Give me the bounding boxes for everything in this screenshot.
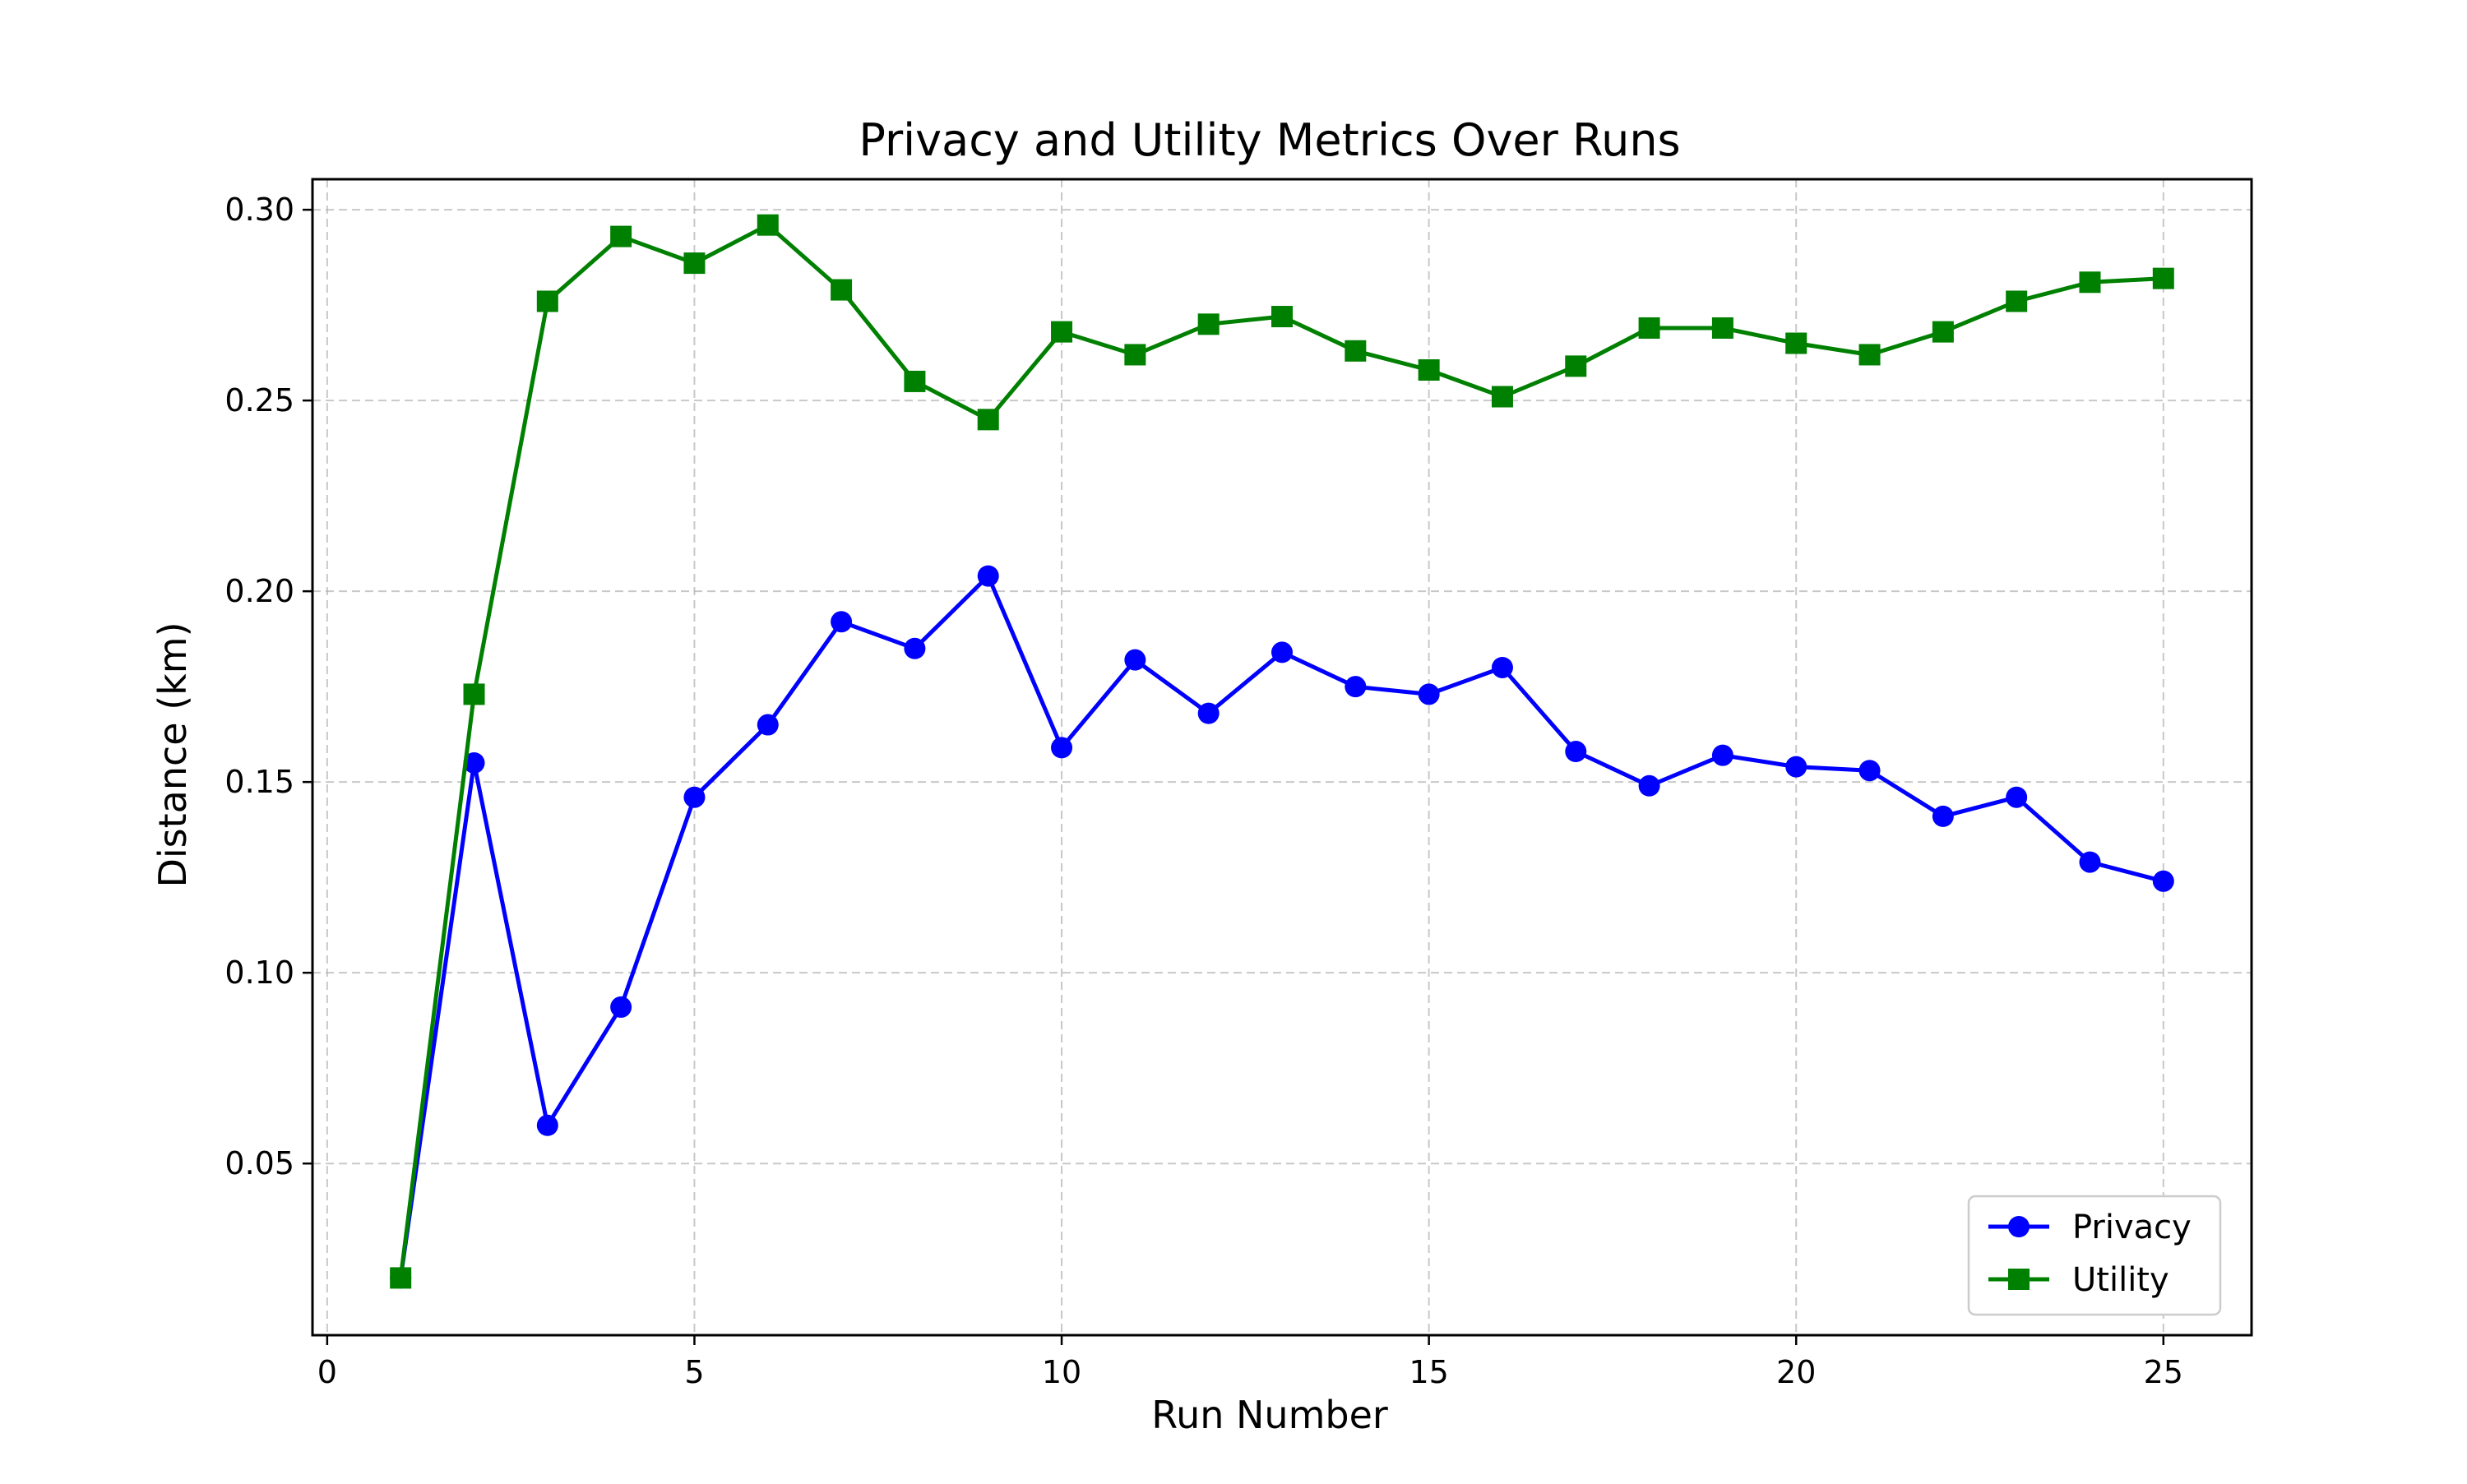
- y-tick-label: 0.20: [224, 573, 294, 609]
- data-point-privacy: [1858, 760, 1881, 782]
- data-point-utility: [683, 252, 706, 275]
- data-point-privacy: [1418, 683, 1440, 705]
- legend-item-privacy: Privacy: [1988, 1209, 2192, 1246]
- data-point-privacy: [757, 714, 779, 736]
- x-axis: 0 5 10 15 20 25: [317, 1335, 2183, 1390]
- x-axis-title: Run Number: [1151, 1393, 1388, 1437]
- chart-title: Privacy and Utility Metrics Over Runs: [859, 114, 1680, 166]
- data-point-utility: [1858, 344, 1881, 366]
- data-point-utility: [831, 279, 853, 301]
- legend-marker-privacy: [2008, 1216, 2030, 1237]
- data-point-utility: [390, 1267, 412, 1289]
- data-point-utility: [1932, 321, 1954, 343]
- data-point-utility: [536, 290, 558, 312]
- x-tick-label: 10: [1042, 1354, 1081, 1390]
- data-point-privacy: [2006, 786, 2028, 808]
- x-tick-label: 5: [684, 1354, 704, 1390]
- y-tick-label: 0.15: [224, 764, 294, 800]
- data-point-privacy: [1345, 676, 1367, 698]
- data-point-utility: [610, 225, 632, 247]
- x-tick-label: 15: [1409, 1354, 1448, 1390]
- data-point-utility: [1418, 359, 1440, 381]
- data-point-utility: [1638, 317, 1660, 339]
- data-point-utility: [2006, 290, 2028, 312]
- data-point-utility: [977, 409, 999, 431]
- data-point-utility: [1711, 317, 1733, 339]
- y-tick-label: 0.25: [224, 382, 294, 418]
- data-point-privacy: [536, 1114, 558, 1136]
- data-point-privacy: [1785, 756, 1807, 778]
- legend-item-utility: Utility: [1988, 1261, 2169, 1299]
- data-point-privacy: [463, 751, 485, 774]
- series-layer: [390, 214, 2174, 1289]
- data-point-privacy: [1271, 641, 1293, 663]
- data-point-privacy: [831, 611, 853, 633]
- data-point-privacy: [1565, 741, 1587, 763]
- data-point-privacy: [2079, 851, 2101, 873]
- series-utility: [390, 214, 2174, 1289]
- data-point-privacy: [1197, 702, 1220, 724]
- legend: Privacy Utility: [1967, 1195, 2222, 1316]
- series-privacy: [390, 565, 2174, 1289]
- plot-frame: [311, 178, 2253, 1337]
- data-point-utility: [1785, 332, 1807, 354]
- data-point-utility: [904, 370, 926, 392]
- data-point-privacy: [977, 565, 999, 587]
- data-point-utility: [463, 683, 485, 705]
- x-tick-label: 25: [2144, 1354, 2183, 1390]
- data-point-utility: [1345, 340, 1367, 362]
- x-tick-label: 0: [317, 1354, 337, 1390]
- data-point-privacy: [610, 996, 632, 1018]
- legend-label-privacy: Privacy: [2072, 1209, 2192, 1246]
- data-point-utility: [2079, 271, 2101, 294]
- data-point-privacy: [1491, 656, 1513, 678]
- data-point-privacy: [1051, 737, 1073, 759]
- y-axis-title: Distance (km): [150, 622, 195, 887]
- data-point-utility: [1565, 355, 1587, 377]
- data-point-privacy: [1711, 744, 1733, 766]
- legend-label-utility: Utility: [2072, 1261, 2169, 1299]
- data-point-privacy: [1932, 805, 1954, 827]
- y-tick-label: 0.10: [224, 955, 294, 991]
- y-tick-label: 0.05: [224, 1145, 294, 1181]
- data-point-privacy: [1124, 649, 1146, 671]
- y-axis: 0.05 0.10 0.15 0.20 0.25 0.30: [224, 192, 312, 1181]
- y-tick-label: 0.30: [224, 192, 294, 228]
- data-point-privacy: [2152, 870, 2174, 892]
- data-point-utility: [1197, 313, 1220, 335]
- data-point-utility: [2152, 267, 2174, 289]
- data-point-utility: [1051, 321, 1073, 343]
- data-point-utility: [1124, 344, 1146, 366]
- data-point-utility: [1491, 386, 1513, 408]
- legend-marker-utility: [2008, 1269, 2030, 1290]
- data-point-privacy: [683, 786, 706, 808]
- x-tick-label: 20: [1776, 1354, 1816, 1390]
- data-point-utility: [757, 214, 779, 236]
- data-point-privacy: [1638, 774, 1660, 797]
- grid: [312, 179, 2252, 1335]
- data-point-privacy: [904, 637, 926, 659]
- data-point-utility: [1271, 306, 1293, 328]
